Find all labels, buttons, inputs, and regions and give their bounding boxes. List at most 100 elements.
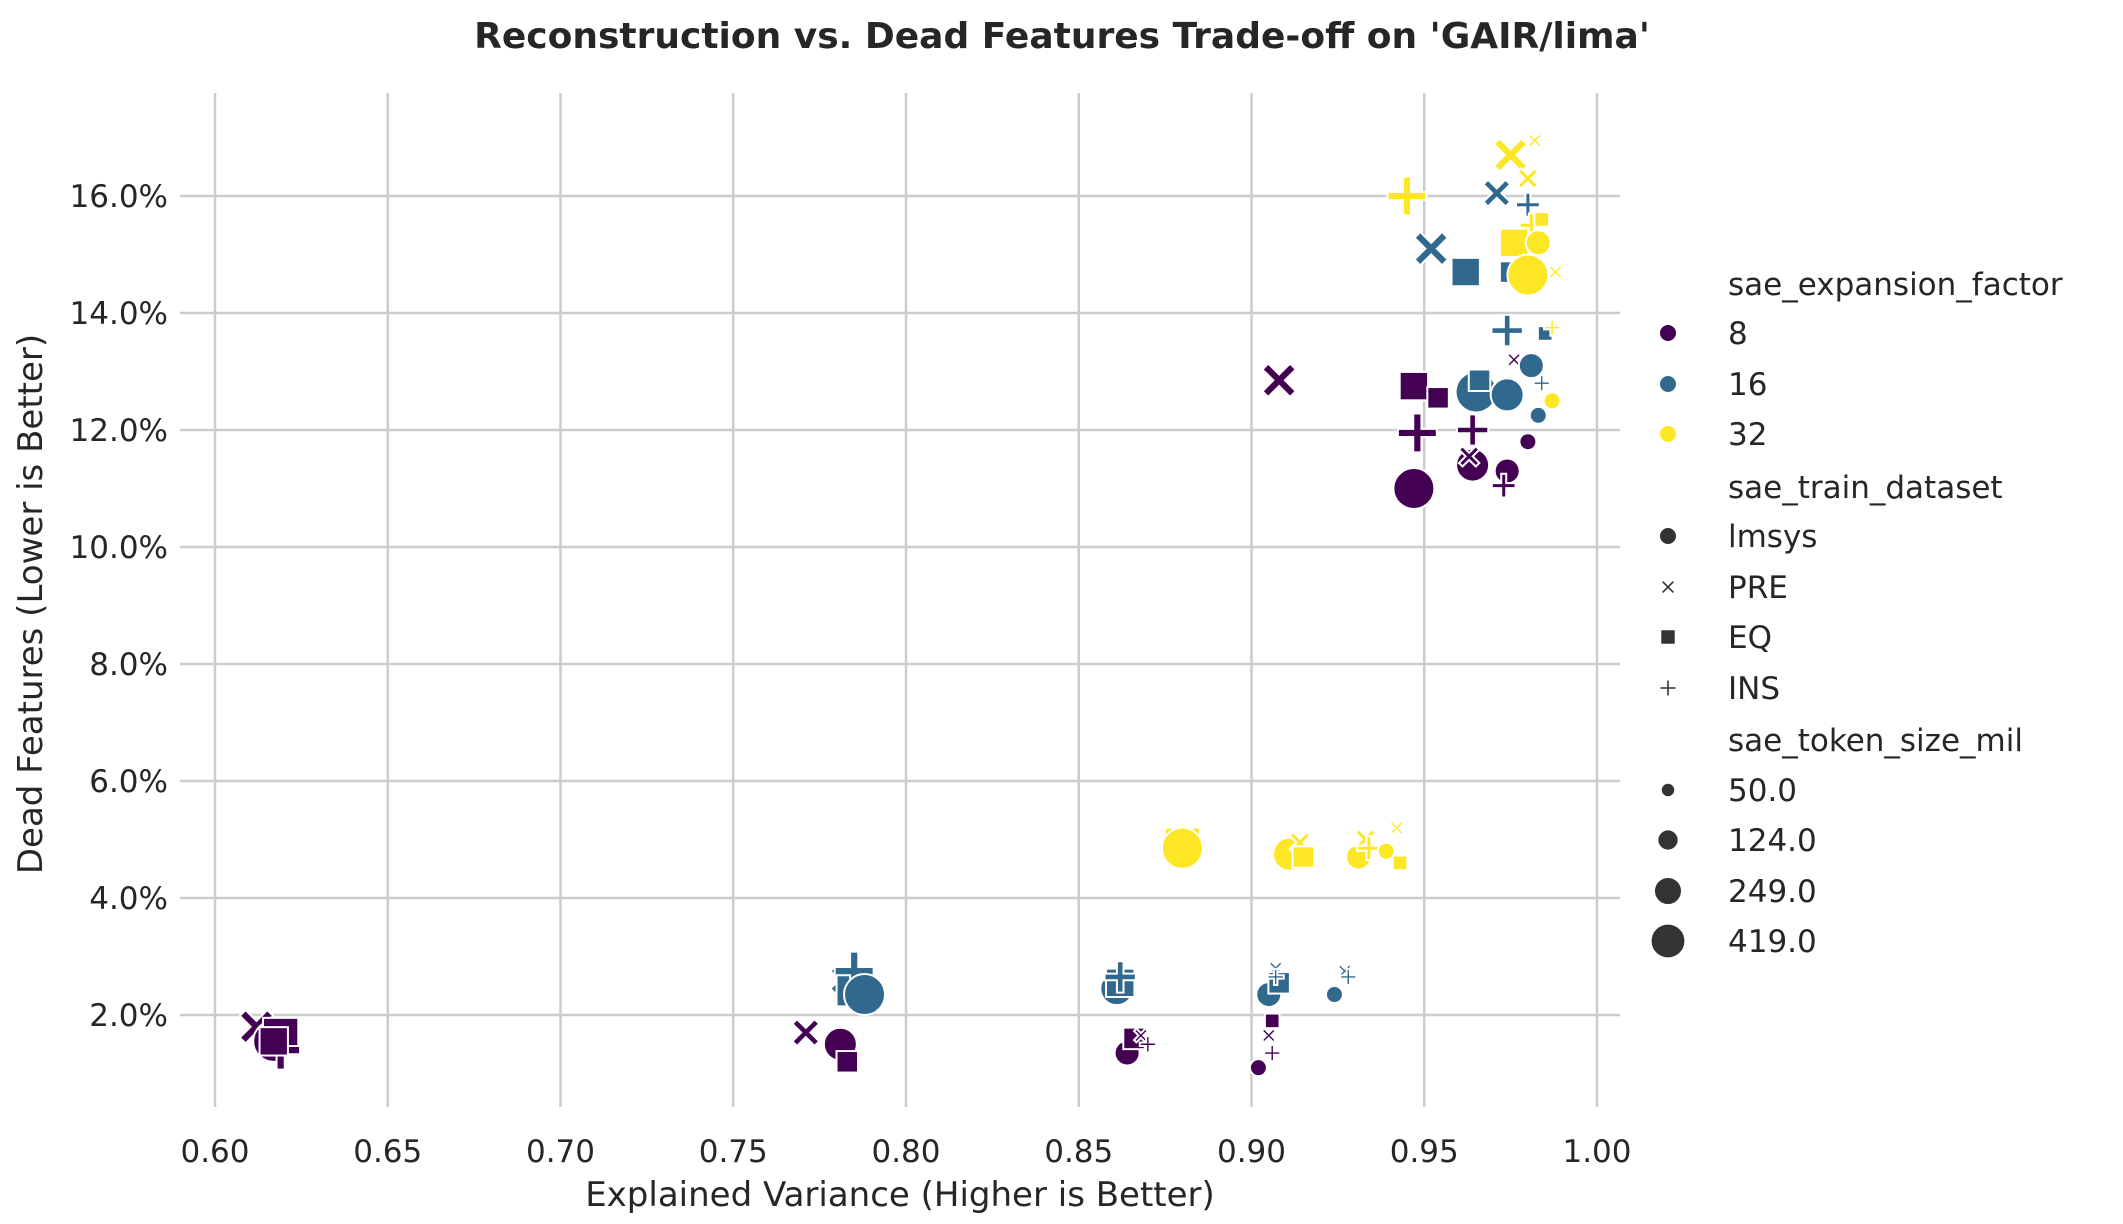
data-point (1542, 391, 1562, 411)
data-point (258, 1026, 289, 1057)
x-tick-label: 1.00 (1562, 1134, 1631, 1170)
data-point (1516, 166, 1540, 191)
data-point (1524, 229, 1552, 257)
data-point (1396, 412, 1438, 454)
legend-marker (1658, 323, 1678, 343)
data-point (1490, 313, 1524, 348)
legend-marker (1659, 781, 1677, 799)
x-tick-label: 0.65 (353, 1134, 422, 1170)
data-point (1160, 826, 1204, 870)
data-point (1498, 227, 1530, 258)
y-tick-label: 8.0% (89, 647, 168, 683)
data-point (1528, 405, 1548, 425)
y-axis-label: Dead Features (Lower is Better) (11, 334, 51, 874)
y-tick-label: 4.0% (89, 881, 168, 917)
x-tick-label: 0.60 (180, 1134, 249, 1170)
legend-marker (1658, 374, 1678, 394)
data-point (1132, 1027, 1150, 1044)
x-tick-label: 0.90 (1217, 1134, 1286, 1170)
data-point (1505, 351, 1523, 369)
legend-label: 16 (1728, 367, 1767, 403)
x-tick-label: 0.70 (526, 1134, 595, 1170)
data-point (1266, 967, 1285, 987)
legend-hue-title: sae_expansion_factor (1728, 267, 2063, 303)
data-point (1261, 362, 1298, 399)
data-point (1356, 835, 1382, 862)
x-tick-label: 0.75 (699, 1134, 768, 1170)
x-tick-label: 0.95 (1390, 1134, 1459, 1170)
legend-items: 8 16 32 lmsys PRE EQ INS 50.0 124.0 249.0 419.0 (1649, 316, 1817, 960)
data-point (1103, 960, 1137, 994)
data-point (1398, 370, 1430, 402)
x-tick-label: 0.80 (871, 1134, 940, 1170)
legend-label: 249.0 (1728, 874, 1817, 910)
legend-label: 8 (1728, 316, 1748, 352)
x-axis-label: Explained Variance (Higher is Better) (585, 1175, 1215, 1215)
data-point (1532, 374, 1551, 393)
data-point (1490, 472, 1517, 499)
data-point (1426, 386, 1450, 410)
legend-label: EQ (1728, 620, 1772, 656)
data-points (238, 132, 1564, 1078)
legend-label: INS (1728, 671, 1780, 707)
y-tick-label: 12.0% (70, 413, 168, 449)
data-point (1376, 841, 1396, 861)
data-point (1324, 985, 1344, 1005)
data-point (1291, 845, 1316, 869)
data-point (1138, 1035, 1157, 1054)
data-point (1457, 444, 1481, 468)
x-tick-label: 0.85 (1044, 1134, 1113, 1170)
y-tick-label: 6.0% (89, 764, 168, 800)
legend-marker (1658, 678, 1678, 698)
data-point (1263, 1012, 1281, 1030)
legend-marker (1658, 424, 1678, 444)
data-point (790, 1017, 821, 1048)
data-point (1526, 132, 1544, 149)
data-point (1547, 263, 1564, 281)
legend-marker (1659, 578, 1677, 596)
legend-marker (1649, 922, 1687, 960)
data-point (1386, 175, 1428, 217)
data-point (1517, 352, 1545, 380)
legend-label: 419.0 (1728, 924, 1817, 960)
legend-marker (1658, 526, 1678, 546)
data-point (1450, 256, 1481, 288)
data-point (1481, 178, 1512, 208)
data-point (1339, 967, 1358, 987)
legend: sae_expansion_factor sae_train_dataset s… (1649, 267, 2063, 960)
legend-style-title: sae_train_dataset (1728, 470, 2003, 506)
legend-marker (1656, 828, 1680, 852)
legend-label: 124.0 (1728, 823, 1817, 859)
legend-marker (1652, 875, 1684, 907)
data-point (835, 1050, 860, 1074)
data-point (1492, 136, 1529, 174)
legend-label: 32 (1728, 417, 1767, 453)
data-point (1263, 1043, 1282, 1063)
legend-label: lmsys (1728, 519, 1817, 555)
grid-lines (180, 93, 1620, 1107)
y-tick-label: 10.0% (70, 530, 168, 566)
data-point (1533, 211, 1551, 228)
data-point (1248, 1058, 1268, 1078)
data-point (1489, 377, 1525, 413)
data-point (1392, 467, 1436, 510)
data-point (1413, 230, 1450, 267)
legend-label: 50.0 (1728, 773, 1797, 809)
legend-marker (1659, 628, 1677, 646)
y-axis-ticks: 2.0% 4.0% 6.0% 8.0% 10.0% 12.0% 14.0% 16.0% (70, 179, 168, 1034)
x-axis-ticks: 0.60 0.65 0.70 0.75 0.80 0.85 0.90 0.95 1.00 (180, 1134, 1631, 1170)
data-point (1391, 854, 1409, 872)
data-point (1388, 819, 1405, 837)
data-point (1506, 253, 1550, 297)
legend-size-title: sae_token_size_mil (1728, 723, 2023, 759)
chart-title: Reconstruction vs. Dead Features Trade-o… (474, 16, 1650, 57)
y-tick-label: 16.0% (70, 179, 168, 215)
y-tick-label: 2.0% (89, 998, 168, 1034)
data-point (1455, 413, 1490, 447)
legend-label: PRE (1728, 570, 1788, 606)
data-point (1467, 368, 1492, 393)
data-point (1518, 432, 1538, 452)
y-tick-label: 14.0% (70, 296, 168, 332)
data-point (843, 973, 887, 1017)
